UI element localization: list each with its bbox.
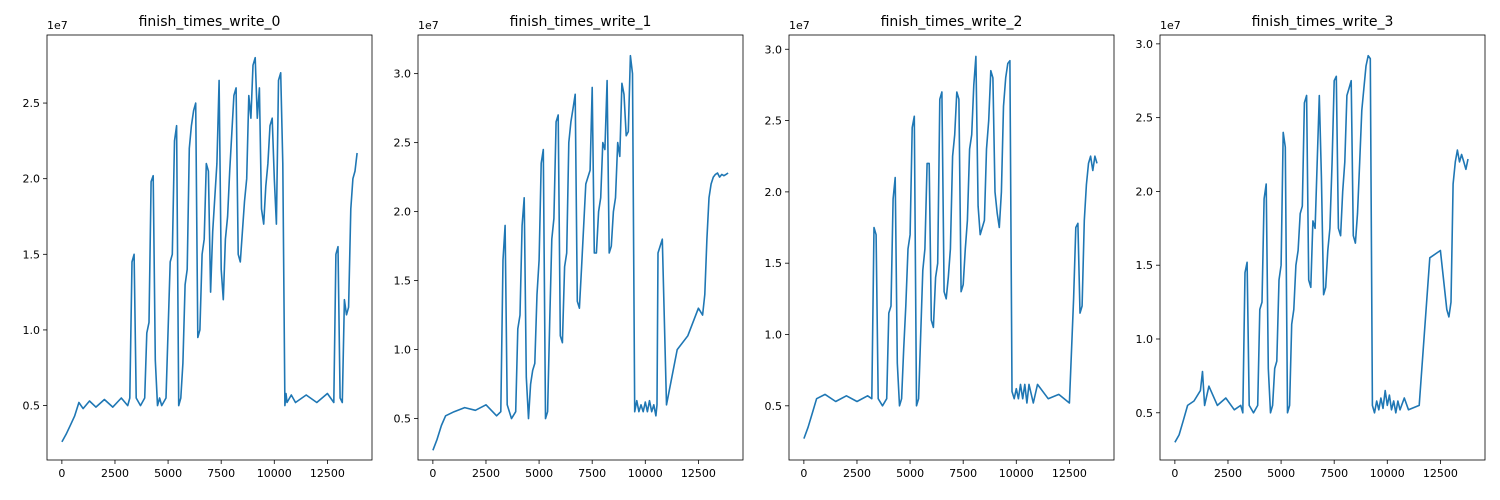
y-tick-label: 2.5 bbox=[23, 97, 41, 110]
x-tick-label: 7500 bbox=[207, 467, 235, 480]
y-offset-label: 1e7 bbox=[789, 19, 810, 32]
y-tick-label: 2.0 bbox=[394, 206, 412, 219]
y-tick-label: 1.5 bbox=[765, 257, 783, 270]
x-tick-label: 5000 bbox=[154, 467, 182, 480]
subplot-3: 0 2500 5000 7500 10000 12500 0.5 1.0 1.5 2.0 2.5 3.… bbox=[1136, 14, 1486, 480]
axes-frame bbox=[788, 34, 1115, 461]
series-line bbox=[61, 56, 358, 443]
x-tick-label: 10000 bbox=[999, 467, 1034, 480]
y-tick-label: 1.0 bbox=[394, 344, 412, 357]
x-tick-label: 0 bbox=[429, 467, 436, 480]
y-tick-label: 1.5 bbox=[394, 275, 412, 288]
y-tick-label: 0.5 bbox=[765, 400, 783, 413]
x-tick-label: 0 bbox=[800, 467, 807, 480]
x-tick-label: 2500 bbox=[101, 467, 129, 480]
chart-title: finish_times_write_2 bbox=[881, 14, 1023, 30]
subplot-0: 0 2500 5000 7500 10000 12500 0.5 1.0 1.5 2.0 2.5 1e… bbox=[23, 14, 373, 480]
series-line bbox=[432, 54, 729, 451]
x-tick-label: 12500 bbox=[1423, 467, 1458, 480]
x-tick-label: 5000 bbox=[896, 467, 924, 480]
x-tick-label: 10000 bbox=[628, 467, 663, 480]
y-tick-label: 1.5 bbox=[23, 248, 41, 261]
series-line bbox=[803, 55, 1098, 439]
y-offset-label: 1e7 bbox=[1160, 19, 1181, 32]
y-tick-label: 3.0 bbox=[394, 68, 412, 81]
x-tick-label: 2500 bbox=[472, 467, 500, 480]
x-tick-label: 12500 bbox=[681, 467, 716, 480]
chart-title: finish_times_write_1 bbox=[510, 14, 652, 30]
x-tick-label: 7500 bbox=[1320, 467, 1348, 480]
axes-frame bbox=[417, 34, 744, 461]
y-tick-label: 2.5 bbox=[394, 137, 412, 150]
y-tick-label: 3.0 bbox=[765, 43, 783, 56]
chart-title: finish_times_write_3 bbox=[1252, 14, 1394, 30]
y-tick-label: 0.5 bbox=[394, 413, 412, 426]
y-tick-label: 2.0 bbox=[1136, 185, 1154, 198]
x-tick-label: 12500 bbox=[1052, 467, 1087, 480]
axes-frame bbox=[1159, 34, 1486, 461]
x-tick-label: 10000 bbox=[1370, 467, 1405, 480]
y-tick-label: 2.0 bbox=[765, 186, 783, 199]
x-tick-label: 7500 bbox=[578, 467, 606, 480]
x-tick-label: 5000 bbox=[525, 467, 553, 480]
y-tick-label: 1.0 bbox=[23, 324, 41, 337]
y-tick-label: 0.5 bbox=[23, 400, 41, 413]
x-tick-label: 2500 bbox=[1214, 467, 1242, 480]
subplot-2: 0 2500 5000 7500 10000 12500 0.5 1.0 1.5 2.0 2.5 3.… bbox=[765, 14, 1115, 480]
y-tick-label: 1.5 bbox=[1136, 259, 1154, 272]
x-tick-label: 5000 bbox=[1267, 467, 1295, 480]
x-tick-label: 0 bbox=[58, 467, 65, 480]
y-tick-label: 1.0 bbox=[1136, 333, 1154, 346]
x-tick-label: 7500 bbox=[949, 467, 977, 480]
y-offset-label: 1e7 bbox=[47, 19, 68, 32]
x-tick-label: 10000 bbox=[257, 467, 292, 480]
y-tick-label: 2.0 bbox=[23, 173, 41, 186]
y-tick-label: 2.5 bbox=[765, 115, 783, 128]
y-tick-label: 0.5 bbox=[1136, 407, 1154, 420]
y-tick-label: 1.0 bbox=[765, 328, 783, 341]
subplot-1: 0 2500 5000 7500 10000 12500 0.5 1.0 1.5 2.0 2.5 3.… bbox=[394, 14, 744, 480]
chart-title: finish_times_write_0 bbox=[139, 14, 281, 30]
y-tick-label: 2.5 bbox=[1136, 112, 1154, 125]
y-offset-label: 1e7 bbox=[418, 19, 439, 32]
x-tick-label: 0 bbox=[1171, 467, 1178, 480]
x-tick-label: 12500 bbox=[310, 467, 345, 480]
y-tick-label: 3.0 bbox=[1136, 38, 1154, 51]
series-line bbox=[1174, 54, 1469, 443]
x-tick-label: 2500 bbox=[843, 467, 871, 480]
axes-frame bbox=[46, 34, 373, 461]
